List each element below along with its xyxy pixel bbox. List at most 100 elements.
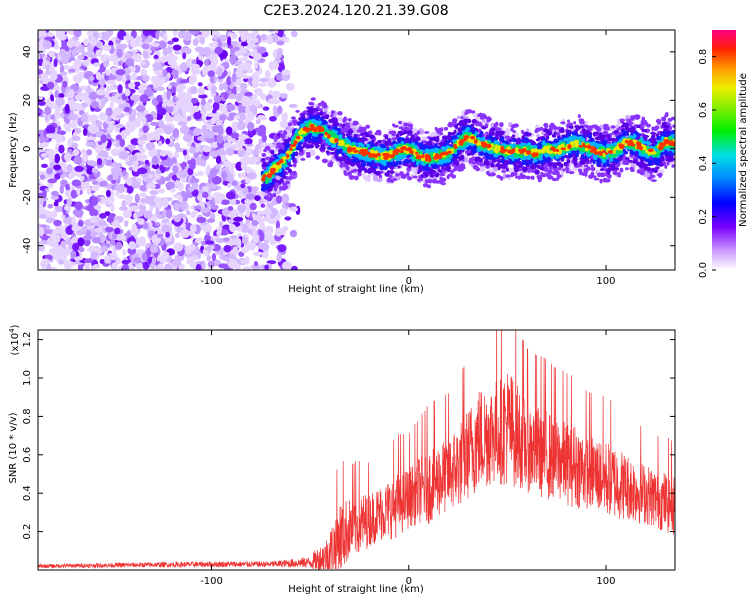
heatmap-ridge-cell (602, 177, 608, 183)
heatmap-noise-cell (92, 180, 99, 185)
heatmap-noise-cell (179, 125, 190, 135)
heatmap-noise-cell (249, 202, 257, 211)
heatmap-noise-cell (46, 97, 52, 107)
heatmap-ridge-cell (590, 124, 596, 129)
heatmap-ridge-cell (478, 161, 484, 167)
heatmap-noise-cell (116, 73, 122, 82)
heatmap-noise-cell (244, 256, 250, 265)
heatmap-noise-cell (124, 106, 130, 113)
heatmap-noise-cell (192, 59, 197, 65)
heatmap-noise-cell (77, 219, 84, 227)
heatmap-ridge-cell (291, 170, 297, 175)
heatmap-ridge-cell (568, 171, 575, 175)
heatmap-noise-cell (46, 167, 53, 175)
heatmap-ridge-cell (622, 155, 627, 159)
heatmap-noise-cell (47, 237, 52, 246)
heatmap-noise-cell (254, 195, 261, 202)
heatmap-noise-cell (137, 218, 145, 225)
heatmap-ridge-cell (646, 123, 651, 128)
heatmap-halo-cell (411, 167, 417, 173)
heatmap-noise-cell (207, 112, 215, 118)
heatmap-ridge-cell (295, 110, 300, 113)
heatmap-noise-cell (213, 34, 219, 41)
heatmap-noise-cell (218, 221, 224, 228)
heatmap-noise-cell (272, 33, 279, 43)
heatmap-ridge-cell (651, 169, 658, 173)
heatmap-noise-cell (204, 235, 211, 242)
heatmap-noise-cell (128, 205, 139, 211)
heatmap-noise-cell (140, 69, 148, 76)
heatmap-ridge-cell (599, 172, 606, 178)
heatmap-ridge-cell (616, 127, 622, 131)
heatmap-ridge-cell (406, 176, 413, 181)
heatmap-noise-cell (269, 239, 276, 246)
heatmap-ridge-cell (511, 134, 516, 138)
heatmap-noise-cell (204, 130, 215, 139)
heatmap-ridge-cell (464, 150, 469, 154)
heatmap-noise-cell (251, 72, 260, 81)
heatmap-noise-cell (204, 240, 215, 245)
heatmap-ridge-cell (313, 108, 319, 112)
heatmap-ridge-cell (377, 139, 382, 144)
heatmap-noise-cell (50, 195, 59, 200)
heatmap-noise-cell (189, 146, 196, 154)
heatmap-noise-cell (188, 101, 194, 111)
heatmap-noise-cell (72, 242, 80, 252)
heatmap-ridge-cell (628, 160, 634, 163)
heatmap-noise-cell (219, 114, 227, 121)
heatmap-noise-cell (73, 58, 82, 69)
heatmap-noise-cell (190, 63, 200, 69)
heatmap-ridge-cell (282, 182, 287, 187)
heatmap-noise-cell (96, 158, 103, 166)
heatmap-ridge-cell (448, 123, 453, 127)
heatmap-noise-cell (65, 30, 74, 34)
heatmap-noise-cell (191, 67, 200, 76)
heatmap-noise-cell (189, 30, 200, 36)
heatmap-noise-cell (165, 231, 171, 238)
heatmap-ridge-cell (495, 121, 499, 127)
heatmap-noise-cell (238, 191, 244, 200)
heatmap-noise-cell (46, 56, 51, 61)
heatmap-ridge-cell (347, 118, 352, 122)
heatmap-noise-cell (210, 204, 219, 210)
heatmap-ridge-cell (544, 125, 548, 129)
heatmap-noise-cell (45, 217, 54, 224)
heatmap-ridge-cell (287, 122, 293, 127)
heatmap-ridge-cell (573, 121, 577, 125)
heatmap-noise-cell (77, 237, 85, 247)
heatmap-noise-cell (38, 207, 46, 213)
heatmap-ridge-cell (624, 161, 630, 166)
heatmap-noise-cell (40, 197, 49, 202)
heatmap-ridge-cell (353, 133, 358, 139)
heatmap-noise-cell (262, 106, 270, 111)
heatmap-noise-cell (142, 75, 150, 82)
heatmap-ridge-cell (510, 127, 514, 132)
heatmap-ridge-cell (424, 172, 429, 178)
heatmap-noise-cell (175, 232, 180, 238)
heatmap-ridge-cell (317, 102, 322, 107)
heatmap-ridge-cell (441, 165, 445, 171)
heatmap-noise-cell (277, 244, 287, 253)
heatmap-ridge-cell (584, 171, 588, 177)
heatmap-noise-cell (216, 134, 224, 144)
heatmap-noise-cell (141, 134, 148, 141)
heatmap-noise-cell (115, 241, 123, 250)
heatmap-noise-cell (175, 147, 186, 153)
heatmap-noise-cell (144, 159, 150, 165)
heatmap-ridge-cell (666, 161, 670, 166)
heatmap-noise-cell (177, 91, 188, 101)
heatmap-noise-cell (172, 30, 178, 37)
heatmap-ridge-cell (486, 116, 491, 121)
heatmap-ridge-cell (650, 174, 653, 178)
heatmap-ridge-cell (337, 111, 343, 116)
heatmap-ridge-cell (540, 127, 544, 131)
heatmap-halo-cell (364, 175, 371, 182)
heatmap-noise-cell (192, 255, 199, 260)
heatmap-noise-cell (152, 79, 161, 87)
heatmap-ridge-cell (409, 126, 413, 131)
heatmap-ridge-cell (273, 187, 277, 192)
heatmap-noise-cell (162, 68, 168, 78)
heatmap-noise-cell (122, 263, 129, 270)
heatmap-noise-cell (202, 66, 208, 77)
heatmap-noise-cell (201, 186, 209, 192)
